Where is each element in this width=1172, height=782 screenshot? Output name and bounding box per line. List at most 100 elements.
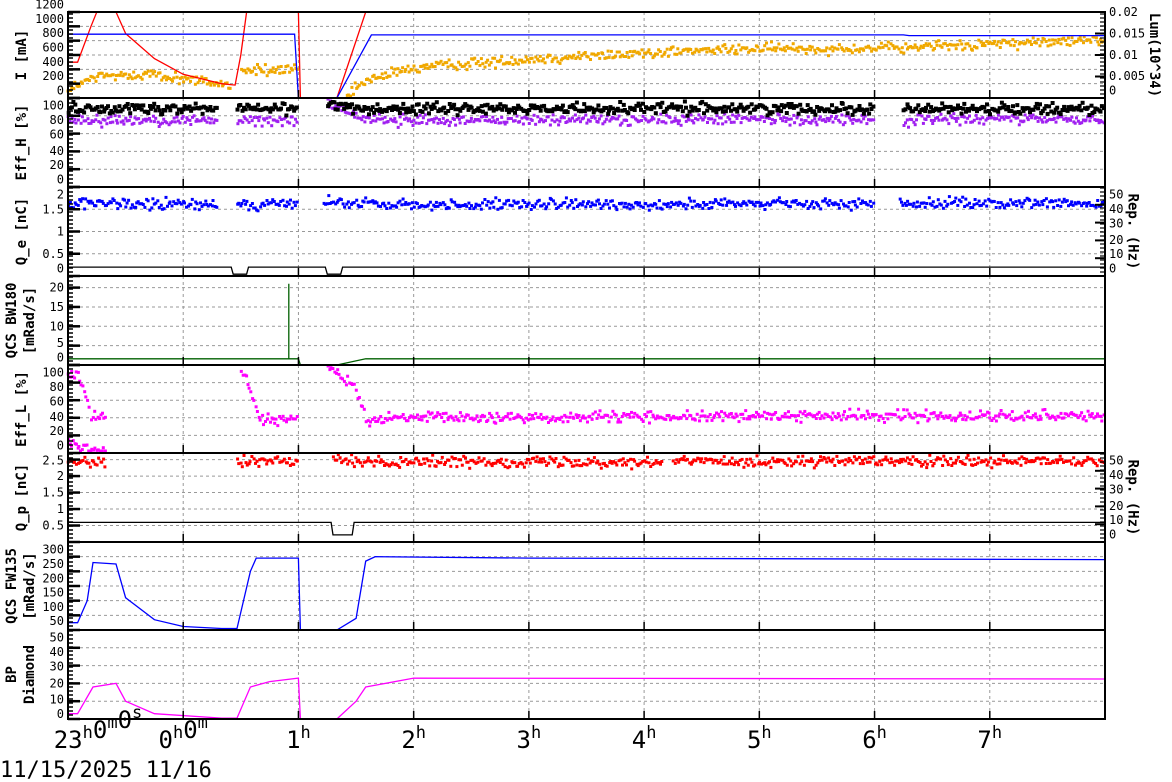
data-point	[1070, 411, 1074, 415]
data-point	[1027, 409, 1030, 413]
data-point	[397, 111, 402, 115]
data-point	[92, 120, 96, 123]
data-point	[388, 74, 392, 78]
data-point	[720, 109, 725, 114]
data-point	[480, 459, 484, 463]
data-point	[431, 102, 436, 107]
data-point	[836, 412, 840, 416]
data-point	[745, 457, 749, 461]
data-point	[718, 415, 722, 419]
data-point	[559, 203, 563, 207]
data-point	[1012, 202, 1015, 206]
data-point	[438, 413, 442, 416]
data-point	[684, 207, 688, 211]
data-point	[383, 417, 387, 420]
data-point	[285, 200, 289, 204]
data-point	[384, 109, 389, 114]
data-point	[632, 115, 636, 119]
data-point	[433, 117, 437, 121]
data-point	[430, 411, 434, 415]
data-point	[952, 107, 957, 112]
data-point	[691, 417, 694, 421]
data-point	[68, 442, 72, 446]
data-point	[262, 423, 265, 427]
data-point	[595, 461, 599, 465]
data-point	[887, 412, 891, 416]
data-point	[867, 111, 872, 116]
data-point	[1076, 416, 1080, 420]
data-point	[119, 70, 123, 74]
data-point	[160, 207, 164, 211]
data-point	[973, 45, 976, 49]
data-point	[939, 411, 943, 415]
data-point	[558, 119, 562, 123]
data-point	[796, 114, 800, 118]
data-point	[103, 74, 107, 78]
data-point	[1009, 417, 1013, 421]
data-point	[447, 206, 451, 210]
data-point	[971, 120, 974, 124]
right-y-tick-label: 20	[1109, 233, 1123, 247]
data-point	[94, 417, 98, 421]
data-point	[1082, 35, 1086, 39]
data-point	[847, 201, 851, 204]
data-point	[728, 459, 731, 463]
data-point	[943, 199, 947, 203]
data-point	[168, 200, 172, 204]
data-point	[332, 200, 335, 204]
data-point	[905, 408, 909, 412]
data-point	[1060, 108, 1065, 112]
data-point	[168, 108, 173, 113]
data-point	[390, 461, 394, 465]
data-point	[410, 120, 413, 124]
data-point	[485, 102, 490, 107]
data-point	[293, 417, 297, 421]
data-point	[980, 44, 984, 47]
data-point	[665, 113, 669, 117]
data-point	[928, 202, 932, 206]
data-point	[503, 122, 507, 126]
data-point	[779, 103, 784, 108]
data-point	[346, 93, 350, 97]
y-tick-label: 200	[42, 571, 64, 585]
data-point	[427, 111, 431, 116]
data-point	[551, 113, 555, 117]
data-point	[964, 418, 968, 422]
data-point	[565, 120, 569, 124]
data-point	[558, 418, 562, 421]
data-point	[1080, 121, 1084, 125]
data-point	[792, 104, 797, 109]
data-point	[742, 417, 746, 421]
data-point	[377, 417, 381, 421]
data-point	[689, 48, 693, 51]
data-point	[554, 104, 559, 109]
data-point	[102, 109, 107, 114]
data-point	[504, 415, 508, 418]
data-point	[729, 120, 733, 124]
data-point	[72, 206, 76, 210]
data-point	[1091, 114, 1094, 118]
data-point	[474, 62, 478, 66]
data-point	[580, 203, 584, 207]
data-point	[366, 115, 369, 119]
data-point	[867, 118, 870, 122]
data-point	[837, 206, 841, 210]
data-point	[955, 106, 960, 111]
data-point	[279, 200, 283, 203]
data-point	[127, 198, 131, 202]
data-point	[982, 105, 987, 110]
data-point	[547, 461, 551, 465]
data-point	[396, 464, 400, 467]
data-point	[473, 417, 477, 421]
data-point	[732, 416, 736, 420]
data-point	[781, 201, 785, 205]
data-point	[726, 50, 730, 54]
data-point	[285, 420, 288, 424]
data-point	[741, 201, 745, 205]
data-point	[669, 46, 673, 50]
data-point	[772, 46, 776, 50]
data-point	[952, 416, 956, 420]
data-point	[576, 108, 581, 113]
data-point	[351, 111, 356, 116]
